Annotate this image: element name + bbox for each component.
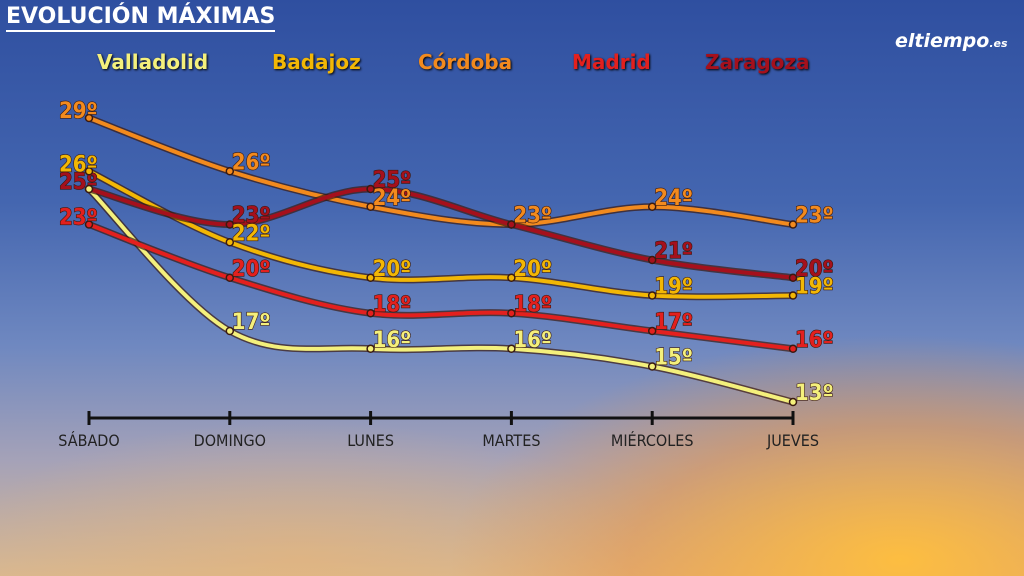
data-label: 24º — [654, 186, 693, 211]
data-point — [225, 326, 235, 336]
data-label: 18º — [373, 292, 412, 317]
legend-item-madrid: Madrid — [572, 50, 651, 74]
data-point — [225, 238, 235, 247]
chart-title: EVOLUCIÓN MÁXIMAS — [6, 4, 276, 32]
data-point — [788, 273, 798, 282]
x-tick-label: JUEVES — [766, 431, 819, 450]
data-point — [647, 362, 657, 371]
logo-text: eltiempo — [895, 30, 990, 52]
data-point — [647, 202, 657, 211]
data-point — [647, 255, 657, 265]
data-point — [647, 291, 657, 300]
series-line-badajoz — [88, 169, 794, 299]
x-tick-label: DOMINGO — [194, 431, 266, 450]
data-label: 26º — [232, 150, 271, 175]
data-point — [84, 167, 94, 176]
data-point — [507, 344, 516, 353]
data-point — [84, 113, 94, 123]
data-point — [788, 220, 798, 229]
legend-item-zaragoza: Zaragoza — [705, 50, 810, 74]
data-label: 29º — [59, 99, 98, 124]
legend-item-badajoz: Badajoz — [272, 50, 361, 74]
data-point — [225, 273, 235, 282]
series-line-valladolid — [87, 187, 794, 404]
data-label: 19º — [654, 275, 693, 300]
data-point — [225, 220, 235, 229]
data-label: 23º — [59, 206, 98, 231]
data-label: 18º — [513, 292, 552, 317]
data-point — [366, 184, 375, 194]
data-point — [788, 291, 798, 300]
data-label: 13º — [795, 381, 834, 406]
data-point — [366, 273, 375, 282]
data-label: 21º — [654, 239, 693, 264]
data-label: 16º — [373, 328, 412, 353]
data-point — [507, 273, 516, 282]
legend-item-valladolid: Valladolid — [97, 50, 209, 74]
data-label: 17º — [654, 310, 693, 335]
data-point — [507, 220, 516, 229]
data-label: 20º — [232, 257, 271, 282]
data-point — [225, 167, 235, 176]
data-label: 23º — [232, 204, 271, 229]
data-point — [366, 309, 375, 318]
data-label: 22º — [232, 221, 271, 246]
data-label: 20º — [795, 257, 834, 282]
data-point — [84, 220, 94, 229]
data-label: 17º — [232, 310, 271, 335]
logo-suffix: .es — [989, 37, 1008, 50]
data-point — [366, 202, 375, 211]
series-line-zaragoza — [88, 186, 794, 280]
x-tick-label: LUNES — [347, 431, 394, 450]
data-label: 23º — [513, 204, 552, 229]
data-label: 16º — [513, 328, 552, 353]
x-tick-label: SÁBADO — [58, 431, 119, 450]
x-tick-label: MIÉRCOLES — [611, 431, 694, 450]
data-label: 23º — [795, 204, 834, 229]
legend-item-córdoba: Córdoba — [418, 50, 513, 74]
series-line-córdoba — [88, 116, 794, 227]
x-tick-label: MARTES — [482, 431, 540, 450]
data-label: 26º — [59, 152, 98, 177]
data-label: 24º — [373, 186, 412, 211]
data-point — [366, 344, 375, 353]
data-label: 19º — [795, 275, 834, 300]
data-label: 20º — [373, 257, 412, 282]
data-point — [507, 309, 516, 318]
data-point — [788, 344, 798, 353]
data-point — [84, 184, 94, 194]
eltiempo-logo: eltiempo.es — [895, 30, 1008, 52]
data-label: 15º — [654, 346, 693, 371]
data-label: 25º — [373, 168, 412, 193]
series-line-madrid — [88, 222, 794, 351]
data-point — [788, 397, 798, 407]
data-point — [647, 326, 657, 336]
data-label: 20º — [513, 257, 552, 282]
data-label: 16º — [795, 328, 834, 353]
